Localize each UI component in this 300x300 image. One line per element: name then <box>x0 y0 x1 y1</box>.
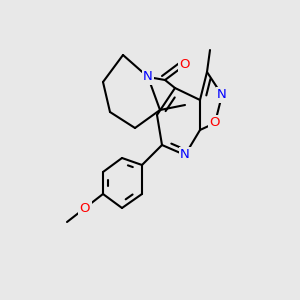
Text: N: N <box>180 148 190 161</box>
Text: O: O <box>180 58 190 71</box>
Text: N: N <box>217 88 227 101</box>
Text: O: O <box>80 202 90 214</box>
Text: O: O <box>210 116 220 130</box>
Text: N: N <box>143 70 153 83</box>
